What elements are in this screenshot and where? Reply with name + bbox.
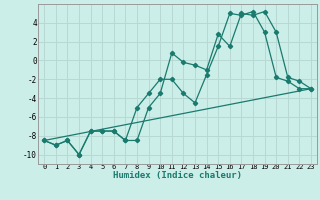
X-axis label: Humidex (Indice chaleur): Humidex (Indice chaleur) — [113, 171, 242, 180]
